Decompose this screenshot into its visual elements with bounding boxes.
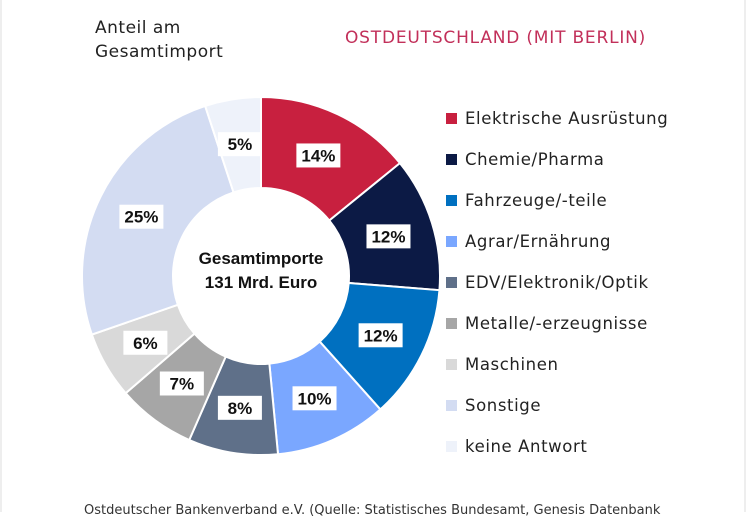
data-label-0: 14% — [296, 143, 341, 168]
legend-item: Maschinen — [446, 344, 668, 385]
footer-source: Ostdeutscher Bankenverband e.V. (Quelle:… — [84, 503, 661, 518]
center-label: Gesamtimporte — [199, 249, 324, 268]
svg-text:6%: 6% — [133, 334, 158, 353]
legend-label: Elektrische Ausrüstung — [465, 109, 669, 128]
legend-item: EDV/Elektronik/Optik — [446, 262, 668, 303]
legend-label: Sonstige — [465, 396, 542, 415]
legend-item: Agrar/Ernährung — [446, 221, 668, 262]
svg-text:12%: 12% — [371, 227, 405, 246]
svg-text:10%: 10% — [298, 389, 332, 408]
legend-swatch — [446, 236, 457, 247]
legend-label: Chemie/Pharma — [465, 150, 605, 169]
svg-text:12%: 12% — [364, 326, 398, 345]
legend-swatch — [446, 277, 457, 288]
svg-text:5%: 5% — [228, 135, 253, 154]
chart-subtitle: OSTDEUTSCHLAND (MIT BERLIN) — [345, 28, 647, 48]
data-label-1: 12% — [366, 224, 411, 249]
svg-text:14%: 14% — [301, 146, 335, 165]
legend-swatch — [446, 195, 457, 206]
data-label-8: 5% — [217, 132, 262, 157]
legend-swatch — [446, 441, 457, 452]
legend-label: Metalle/-erzeugnisse — [465, 314, 648, 333]
legend-item: Metalle/-erzeugnisse — [446, 303, 668, 344]
data-label-5: 7% — [159, 371, 204, 396]
data-label-7: 25% — [119, 204, 164, 229]
data-label-6: 6% — [123, 330, 168, 355]
legend: Elektrische Ausrüstung Chemie/Pharma Fahrz… — [446, 98, 668, 467]
legend-swatch — [446, 154, 457, 165]
data-label-3: 10% — [292, 386, 337, 411]
legend-item: Fahrzeuge/-teile — [446, 180, 668, 221]
legend-item: Elektrische Ausrüstung — [446, 98, 668, 139]
data-label-4: 8% — [217, 395, 262, 420]
legend-label: Maschinen — [465, 355, 559, 374]
legend-item: Chemie/Pharma — [446, 139, 668, 180]
legend-swatch — [446, 359, 457, 370]
chart-ylabel: Anteil am Gesamtimport — [95, 18, 224, 62]
legend-swatch — [446, 318, 457, 329]
center-label: 131 Mrd. Euro — [205, 273, 317, 292]
svg-text:25%: 25% — [124, 208, 158, 227]
legend-label: keine Antwort — [465, 437, 588, 456]
svg-text:8%: 8% — [228, 399, 253, 418]
legend-label: Fahrzeuge/-teile — [465, 191, 608, 210]
legend-label: EDV/Elektronik/Optik — [465, 273, 649, 292]
legend-item: keine Antwort — [446, 426, 668, 467]
svg-text:7%: 7% — [170, 375, 195, 394]
legend-item: Sonstige — [446, 385, 668, 426]
legend-label: Agrar/Ernährung — [465, 232, 612, 251]
legend-swatch — [446, 400, 457, 411]
data-label-2: 12% — [358, 323, 403, 348]
legend-swatch — [446, 113, 457, 124]
